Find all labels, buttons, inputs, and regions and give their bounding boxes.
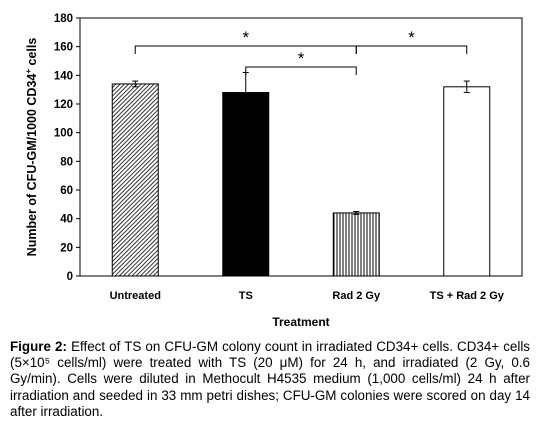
bar-rad-2-gy [332, 212, 380, 277]
bar-ts [222, 92, 270, 277]
y-tick-label: 60 [60, 185, 73, 197]
x-axis-label: Treatment [272, 315, 329, 329]
bar-untreated [111, 83, 159, 277]
bars [111, 83, 491, 277]
axes [76, 17, 523, 277]
x-tick-label: TS [239, 290, 253, 302]
y-tick-label: 0 [67, 271, 73, 283]
significance-bracket [245, 66, 357, 75]
caption-label: Figure 2: [10, 339, 67, 354]
significance-brackets: * * * [134, 28, 468, 75]
y-axis-label: Number of CFU-GM/1000 CD34+ cells [24, 38, 39, 257]
y-tick-label: 40 [60, 214, 73, 226]
y-tick-label: 160 [54, 42, 73, 54]
bar-chart: * * * 0 20 40 60 80 100 120 140 160 180 Untreated TS R… [24, 13, 523, 329]
x-tick-label: Untreated [110, 290, 161, 302]
figure-caption: Figure 2: Effect of TS on CFU-GM colony … [10, 339, 530, 420]
significance-star: * [408, 28, 415, 47]
x-tick-label: Rad 2 Gy [332, 290, 381, 302]
significance-bracket [134, 45, 357, 54]
caption-text: Effect of TS on CFU-GM colony count in i… [10, 339, 530, 419]
significance-bracket [355, 45, 468, 54]
y-tick-label: 180 [54, 13, 73, 25]
axis-labels: 0 20 40 60 80 100 120 140 160 180 Untreated TS Rad 2… [24, 13, 505, 329]
y-tick-label: 80 [60, 156, 73, 168]
y-tick-label: 100 [54, 128, 73, 140]
y-tick-label: 120 [54, 99, 73, 111]
significance-star: * [298, 49, 305, 68]
x-tick-label: TS + Rad 2 Gy [430, 290, 505, 302]
significance-star: * [242, 28, 249, 47]
error-bars [132, 71, 470, 215]
y-tick-label: 140 [54, 70, 73, 82]
plot-frame [79, 17, 523, 277]
y-tick-label: 20 [60, 242, 73, 254]
bar-ts-rad-2-gy [443, 86, 491, 277]
